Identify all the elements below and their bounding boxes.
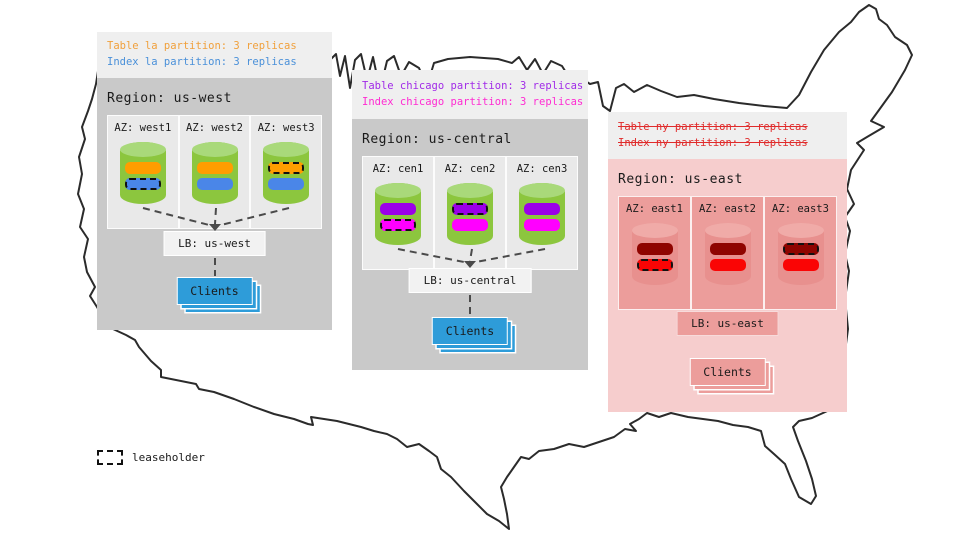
database-cylinder bbox=[777, 223, 824, 285]
annotation-line-table: Table ny partition: 3 replicas bbox=[618, 121, 808, 133]
annotation-us-east: Table ny partition: 3 replicas Index ny … bbox=[608, 112, 847, 159]
index-replica-bar bbox=[196, 178, 233, 190]
az-label: AZ: west1 bbox=[114, 122, 172, 134]
database-cylinder bbox=[519, 183, 565, 245]
database-cylinder bbox=[375, 183, 421, 245]
table-replica-bar bbox=[196, 162, 233, 174]
az-label: AZ: cen1 bbox=[372, 163, 424, 175]
table-replica-bar bbox=[709, 243, 746, 255]
az-label: AZ: west3 bbox=[257, 122, 315, 134]
table-replica-bar bbox=[124, 162, 161, 174]
az-cen1: AZ: cen1 bbox=[362, 156, 434, 270]
region-us-central: Table chicago partition: 3 replicas Inde… bbox=[352, 70, 588, 370]
table-replica-bar bbox=[268, 162, 305, 174]
az-west3: AZ: west3 bbox=[250, 115, 323, 229]
az-label: AZ: east2 bbox=[699, 203, 756, 215]
table-replica-bar bbox=[782, 243, 819, 255]
index-replica-bar bbox=[524, 219, 560, 231]
table-replica-bar bbox=[524, 203, 560, 215]
index-replica-bar bbox=[380, 219, 416, 231]
clients-box-us-east: Clients bbox=[690, 359, 765, 385]
clients-box-us-west: Clients bbox=[177, 278, 252, 304]
az-west1: AZ: west1 bbox=[107, 115, 179, 229]
table-replica-bar bbox=[636, 243, 673, 255]
database-cylinder bbox=[263, 142, 310, 204]
database-cylinder bbox=[119, 142, 166, 204]
database-cylinder bbox=[631, 223, 678, 285]
clients-box-us-central: Clients bbox=[432, 318, 508, 344]
index-replica-bar bbox=[782, 259, 819, 271]
region-us-east: Table ny partition: 3 replicas Index ny … bbox=[608, 112, 847, 412]
region-us-west: Table la partition: 3 replicas Index la … bbox=[97, 32, 332, 330]
az-cen2: AZ: cen2 bbox=[434, 156, 506, 270]
az-label: AZ: east1 bbox=[626, 203, 683, 215]
index-replica-bar bbox=[452, 219, 488, 231]
az-label: AZ: east3 bbox=[772, 203, 829, 215]
az-row: AZ: east1 AZ: east2 bbox=[618, 196, 837, 310]
az-cen3: AZ: cen3 bbox=[506, 156, 578, 270]
load-balancer-us-west: LB: us-west bbox=[163, 231, 266, 256]
region-title: Region: us-east bbox=[618, 172, 743, 187]
legend-label: leaseholder bbox=[132, 451, 205, 464]
annotation-line-table: Table la partition: 3 replicas bbox=[107, 40, 297, 52]
database-cylinder bbox=[191, 142, 238, 204]
annotation-line-table: Table chicago partition: 3 replicas bbox=[362, 80, 584, 92]
region-box-us-west: Region: us-west AZ: west1 AZ: west2 bbox=[97, 78, 332, 330]
load-balancer-us-east: LB: us-east bbox=[676, 311, 779, 336]
database-cylinder bbox=[447, 183, 493, 245]
region-box-us-east: Region: us-east AZ: east1 AZ: east2 bbox=[608, 159, 847, 412]
az-label: AZ: west2 bbox=[186, 122, 243, 134]
index-replica-bar bbox=[709, 259, 746, 271]
index-replica-bar bbox=[636, 259, 673, 271]
index-replica-bar bbox=[124, 178, 161, 190]
region-title: Region: us-central bbox=[362, 132, 512, 147]
az-row: AZ: west1 AZ: west2 bbox=[107, 115, 323, 229]
az-east3: AZ: east3 bbox=[764, 196, 837, 310]
az-east2: AZ: east2 bbox=[691, 196, 764, 310]
az-label: AZ: cen3 bbox=[516, 163, 568, 175]
region-title: Region: us-west bbox=[107, 91, 232, 106]
region-box-us-central: Region: us-central AZ: cen1 AZ: cen2 bbox=[352, 119, 588, 370]
annotation-line-index: Index la partition: 3 replicas bbox=[107, 55, 297, 68]
az-label: AZ: cen2 bbox=[444, 163, 496, 175]
annotation-line-index: Index chicago partition: 3 replicas bbox=[362, 95, 584, 108]
leaseholder-swatch-icon bbox=[97, 450, 123, 465]
az-east1: AZ: east1 bbox=[618, 196, 691, 310]
load-balancer-us-central: LB: us-central bbox=[408, 268, 532, 293]
table-replica-bar bbox=[380, 203, 416, 215]
annotation-us-central: Table chicago partition: 3 replicas Inde… bbox=[352, 70, 588, 119]
az-west2: AZ: west2 bbox=[178, 115, 251, 229]
legend: leaseholder bbox=[97, 450, 205, 465]
index-replica-bar bbox=[268, 178, 305, 190]
database-cylinder bbox=[704, 223, 751, 285]
annotation-us-west: Table la partition: 3 replicas Index la … bbox=[97, 32, 332, 78]
table-replica-bar bbox=[452, 203, 488, 215]
annotation-line-index: Index ny partition: 3 replicas bbox=[618, 136, 808, 149]
az-row: AZ: cen1 AZ: cen2 bbox=[362, 156, 578, 270]
